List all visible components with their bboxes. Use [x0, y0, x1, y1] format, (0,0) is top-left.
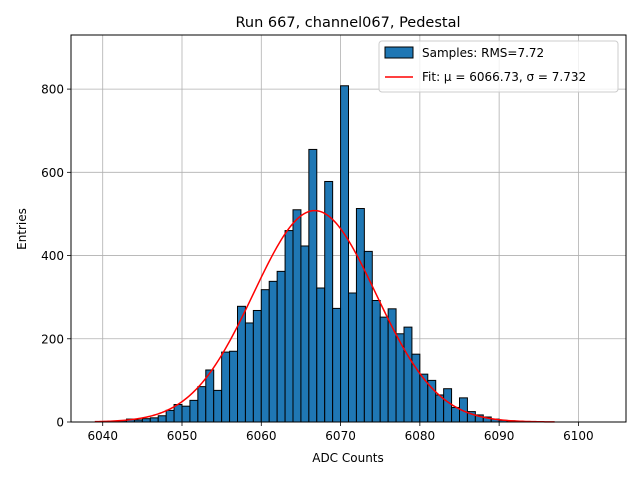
x-tick-label: 6080 — [405, 429, 436, 443]
gaussian-fit — [94, 209, 555, 423]
histogram-bar — [197, 386, 207, 423]
chart-title: Run 667, channel067, Pedestal — [235, 15, 460, 31]
histogram-bar — [284, 230, 294, 423]
x-tick-label: 6060 — [246, 429, 277, 443]
histogram-bar — [229, 350, 238, 423]
histogram-bar — [451, 406, 461, 423]
x-axis-ticks: 6040 6050 6060 6070 6080 6090 6100 — [87, 422, 594, 443]
histogram-bar — [403, 326, 413, 423]
histogram-bar — [189, 399, 199, 423]
x-tick-label: 6050 — [167, 429, 198, 443]
plot-frame — [70, 34, 627, 423]
histogram-bar — [268, 280, 278, 423]
histogram-bar — [332, 307, 342, 423]
histogram-bar — [252, 309, 262, 423]
histogram-bar — [371, 299, 381, 423]
histogram-bar — [221, 351, 231, 423]
histogram-bar — [276, 270, 286, 423]
histogram-bar — [260, 289, 270, 423]
legend: Samples: RMS=7.72 Fit: μ = 6066.73, σ = … — [378, 40, 619, 93]
y-axis-ticks: 0 200 400 600 800 — [41, 83, 71, 430]
histogram-bar — [348, 292, 357, 423]
histogram-bar — [435, 394, 445, 423]
y-tick-label: 400 — [41, 249, 64, 263]
x-tick-label: 6090 — [484, 429, 515, 443]
histogram-bar — [173, 404, 183, 423]
x-axis-label: ADC Counts — [312, 451, 384, 465]
histogram-bar — [443, 388, 453, 423]
histogram-bar — [292, 209, 302, 423]
x-tick-label: 6100 — [563, 429, 594, 443]
histogram-bar — [181, 405, 191, 423]
y-axis-label: Entries — [15, 208, 29, 250]
x-tick-label: 6070 — [325, 429, 356, 443]
histogram-bars — [102, 85, 540, 423]
histogram-bar — [244, 322, 254, 423]
legend-fit-label: Fit: μ = 6066.73, σ = 7.732 — [422, 70, 586, 84]
histogram-bar — [355, 208, 365, 423]
y-tick-label: 800 — [41, 83, 64, 97]
histogram-bar — [300, 245, 310, 423]
y-tick-label: 0 — [56, 416, 64, 430]
histogram-bar — [308, 148, 318, 423]
x-tick-label: 6040 — [87, 429, 118, 443]
legend-bar-swatch — [384, 46, 414, 59]
histogram-bar — [213, 389, 223, 423]
histogram-bar — [157, 415, 167, 423]
histogram-bar — [149, 417, 159, 423]
fit-curve — [94, 209, 555, 423]
histogram-bar — [427, 379, 437, 423]
y-tick-label: 600 — [41, 166, 64, 180]
y-tick-label: 200 — [41, 332, 64, 346]
legend-samples-label: Samples: RMS=7.72 — [422, 46, 544, 60]
histogram-bar — [379, 316, 389, 423]
legend-box — [378, 40, 619, 93]
histogram-bar — [316, 287, 326, 423]
histogram-bar — [165, 409, 175, 423]
histogram-bar — [340, 85, 350, 423]
